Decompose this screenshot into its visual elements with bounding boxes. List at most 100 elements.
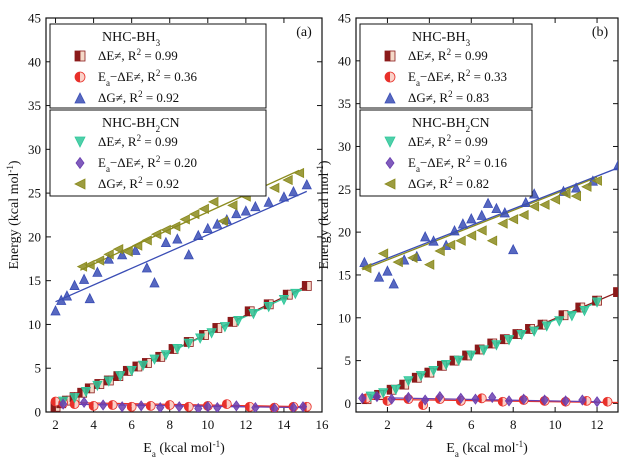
legend-label-b_bh3_de: ΔE≠, R2 = 0.99	[408, 47, 488, 63]
legend-marker-a_bh3_dg	[74, 92, 86, 104]
legend-marker-b_cn_diff	[385, 156, 395, 170]
legend-box	[49, 23, 267, 109]
point-b_cn_dg	[465, 230, 477, 241]
x-tick-label-b: 4	[426, 417, 433, 432]
point-a_bh3_dg	[202, 222, 213, 234]
legend-marker-b_bh3_dg	[384, 92, 396, 104]
point-b_cn_dg	[570, 191, 581, 202]
point-a_cn_dg	[131, 240, 143, 251]
point-a_cn_dg	[170, 221, 181, 232]
legend-label-a_bh3_dg: ΔG≠, R2 = 0.92	[98, 89, 179, 105]
point-a_cn_diff	[79, 396, 89, 408]
x-tick-label-b: 2	[384, 417, 391, 432]
legend-box	[359, 109, 533, 197]
point-b_cn_diff	[456, 392, 465, 404]
x-tick-label-a: 6	[128, 417, 135, 432]
point-a_cn_dg	[103, 249, 114, 260]
point-b_cn_de	[378, 388, 389, 399]
point-a_bh3_dg	[116, 249, 128, 260]
point-a_bh3_dg	[172, 233, 183, 244]
point-a_cn_dg	[122, 246, 133, 257]
point-a_cn_de	[92, 380, 103, 392]
legend-label-a_cn_de: ΔE≠, R2 = 0.99	[98, 133, 178, 149]
legend-title: NHC-BH2CN	[102, 116, 180, 134]
point-a_cn_dg	[84, 259, 95, 271]
point-a_bh3_dg	[250, 200, 261, 212]
legend-label-b_cn_diff: Ea−ΔE≠, R2 = 0.16	[408, 154, 507, 174]
point-b_bh3_dg	[373, 271, 385, 282]
point-a_cn_de	[248, 309, 259, 320]
point-b_bh3_dg	[520, 196, 531, 208]
x-tick-label-a: 16	[316, 417, 330, 432]
point-b_cn_de	[491, 340, 502, 351]
point-a_cn_de	[160, 350, 172, 361]
point-b_cn_diff	[471, 393, 480, 405]
y-tick-label-a: 35	[28, 98, 41, 113]
fit-line-b_cn_dg	[362, 176, 598, 271]
x-tick-label-a: 10	[201, 417, 214, 432]
point-a_bh3_dg	[69, 279, 80, 290]
point-a_cn_dg	[208, 196, 219, 208]
point-b_cn_dg	[476, 225, 487, 236]
point-b_cn_diff	[540, 394, 549, 406]
x-tick-label-a: 2	[52, 417, 59, 432]
point-b_cn_de	[466, 350, 477, 361]
point-b_cn_de	[415, 371, 427, 382]
point-b_cn_dg	[423, 259, 435, 270]
point-a_bh3_dg	[92, 266, 103, 277]
y-tick-label-b: 35	[338, 96, 351, 111]
point-a_bh3_dg	[193, 229, 204, 241]
point-a_cn_dg	[269, 182, 280, 194]
point-b_cn_de	[579, 306, 590, 317]
point-a_cn_dg	[282, 174, 293, 186]
x-tick-label-b: 6	[468, 417, 475, 432]
point-b_cn_de	[403, 376, 414, 387]
point-a_cn_de	[69, 393, 80, 404]
point-a_bh3_diff	[221, 399, 232, 410]
x-tick-label-b: 8	[510, 417, 517, 432]
panel-label-a: (a)	[296, 25, 312, 40]
legend-label-b_bh3_dg: ΔG≠, R2 = 0.83	[408, 89, 489, 105]
point-b_cn_dg	[539, 199, 550, 210]
point-b_cn_dg	[455, 235, 466, 246]
point-a_bh3_diff	[50, 396, 61, 407]
legend-title: NHC-BH3	[102, 30, 161, 48]
point-a_bh3_dg	[240, 205, 252, 216]
point-b_bh3_dg	[482, 197, 494, 208]
x-tick-label-a: 8	[166, 417, 173, 432]
point-a_bh3_dg	[183, 249, 194, 260]
y-tick-label-b: 40	[338, 53, 351, 68]
point-a_bh3_dg	[50, 305, 61, 316]
fit-line-a_bh3_dg	[55, 190, 308, 303]
point-a_bh3_de	[301, 281, 312, 291]
x-tick-label-a: 4	[90, 417, 97, 432]
point-a_cn_dg	[217, 215, 228, 227]
data-layer-b	[358, 159, 618, 411]
point-b_cn_diff	[435, 390, 444, 403]
point-a_cn_diff	[137, 400, 146, 412]
legend-label-a_bh3_de: ΔE≠, R2 = 0.99	[98, 47, 178, 63]
point-a_cn_de	[183, 338, 194, 350]
point-a_cn_dg	[160, 224, 171, 236]
point-b_cn_de	[440, 359, 452, 371]
y-tick-label-a: 15	[28, 273, 41, 288]
point-b_bh3_de	[613, 287, 618, 297]
point-b_bh3_dg	[570, 182, 582, 193]
point-b_cn_de	[591, 297, 603, 308]
point-b_cn_diff	[421, 394, 430, 406]
point-b_cn_de	[453, 355, 464, 367]
point-b_cn_dg	[549, 194, 561, 205]
plot-frame-b	[355, 17, 619, 413]
point-a_cn_diff	[203, 401, 212, 412]
point-a_cn_diff	[175, 401, 184, 412]
point-a_cn_de	[233, 316, 244, 327]
y-axis-label-b: Energy (kcal mol-1)	[315, 160, 332, 269]
point-a_cn_diff	[99, 399, 108, 411]
legend-marker-a_bh3_de	[74, 50, 86, 62]
y-tick-label-b: 5	[345, 353, 352, 368]
point-b_cn_diff	[358, 392, 367, 404]
legend-box	[49, 109, 267, 197]
point-a_cn_dg	[141, 235, 152, 246]
point-a_cn_dg	[112, 243, 124, 255]
